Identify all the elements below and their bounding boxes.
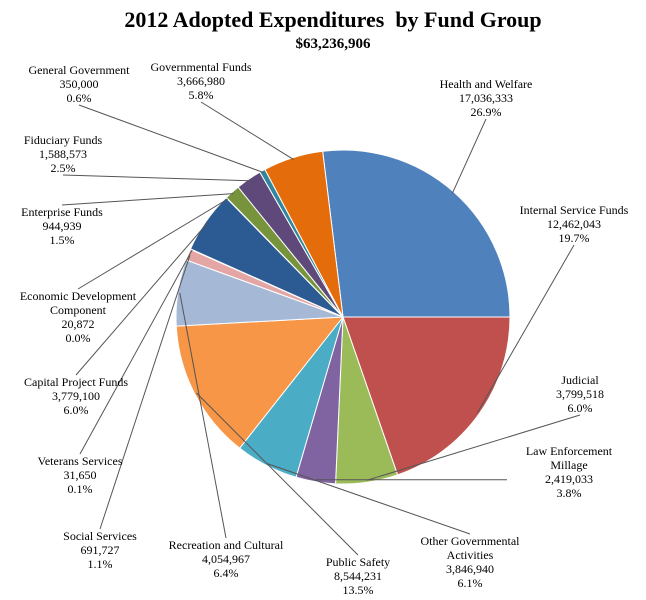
slice-label: Other Governmental Activities 3,846,940 6.1… xyxy=(421,534,521,590)
slice-label: Capital Project Funds 3,779,100 6.0% xyxy=(24,375,128,417)
leader-line xyxy=(196,392,359,556)
leader-line xyxy=(267,463,471,535)
slice-label: Internal Service Funds 12,462,043 19.7% xyxy=(520,203,629,245)
leader-line xyxy=(62,174,250,182)
pie-slice xyxy=(322,149,511,318)
leader-line xyxy=(476,244,575,413)
slice-label: Fiduciary Funds 1,588,573 2.5% xyxy=(24,133,103,175)
leader-lines xyxy=(61,101,581,556)
slice-label: Social Services 691,727 1.1% xyxy=(63,529,137,571)
leader-line xyxy=(451,118,487,194)
slice-label: Public Safety 8,544,231 13.5% xyxy=(326,555,390,597)
leader-line xyxy=(200,101,294,161)
slice-label: Governmental Funds 3,666,980 5.8% xyxy=(151,60,252,102)
slice-label: Recreation and Cultural 4,054,967 6.4% xyxy=(169,538,284,580)
slice-labels: Health and Welfare 17,036,333 26.9% Interna… xyxy=(20,60,629,597)
leader-line xyxy=(78,104,264,173)
pie-slices xyxy=(175,149,511,485)
leader-line xyxy=(179,292,227,539)
leader-line xyxy=(77,198,228,290)
slice-label: Law Enforcement Millage 2,419,033 3.8% xyxy=(526,444,613,500)
chart-subtitle: $63,236,906 xyxy=(296,36,372,52)
leader-line xyxy=(75,222,208,376)
slice-label: General Government 350,000 0.6% xyxy=(29,63,131,105)
leader-line xyxy=(99,255,191,530)
slice-label: Enterprise Funds 944,939 1.5% xyxy=(21,205,103,247)
chart-title: 2012 Adopted Expenditures by Fund Group xyxy=(124,7,541,32)
slice-label: Veterans Services 31,650 0.1% xyxy=(38,454,123,496)
leader-line xyxy=(79,249,193,455)
pie-slice xyxy=(175,316,345,449)
slice-label: Judicial 3,799,518 6.0% xyxy=(556,373,604,415)
leader-line xyxy=(61,193,234,206)
leader-line xyxy=(366,414,581,481)
pie-slice xyxy=(264,150,344,318)
slice-label: Health and Welfare 17,036,333 26.9% xyxy=(440,77,533,119)
pie-slice xyxy=(342,316,511,476)
slice-label: Economic Development Component 20,872 0.0% xyxy=(20,289,137,345)
